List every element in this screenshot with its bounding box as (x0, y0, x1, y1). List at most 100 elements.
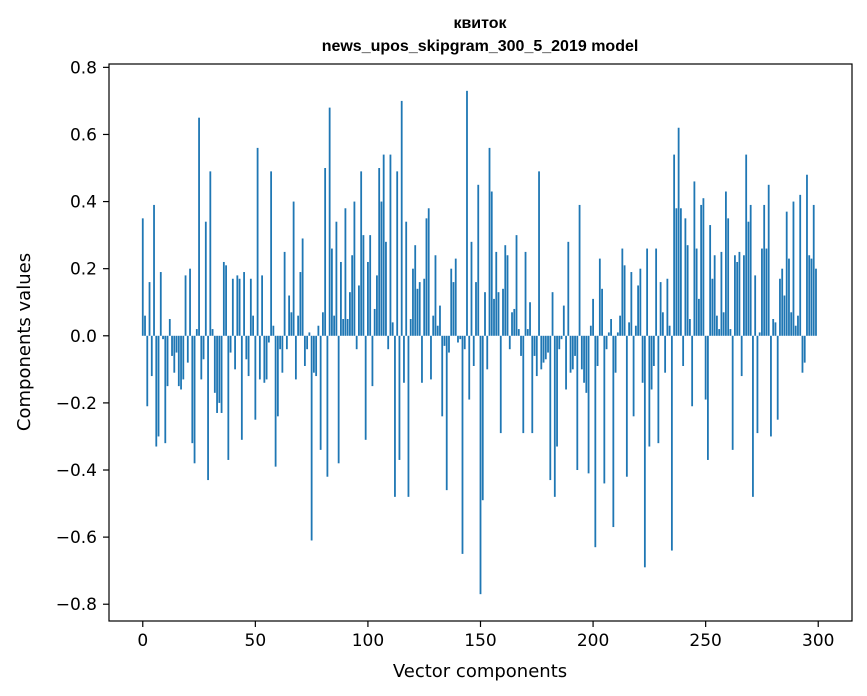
bar (166, 335, 169, 387)
bar (321, 312, 324, 336)
bar (488, 147, 491, 336)
bar (632, 335, 635, 417)
bar (542, 335, 545, 363)
bar (159, 272, 162, 336)
bar (630, 272, 633, 336)
bar (547, 335, 549, 353)
bar (711, 278, 714, 336)
bar (398, 335, 401, 460)
y-tick-label: 0.2 (70, 260, 97, 280)
bar (493, 298, 495, 336)
bar (628, 322, 630, 336)
bar (418, 282, 421, 336)
bar (713, 255, 716, 336)
bar (574, 335, 576, 356)
bar (616, 332, 619, 336)
bar (414, 245, 417, 336)
bar (207, 335, 209, 481)
bar (213, 335, 216, 393)
bar (475, 282, 477, 336)
y-tick-label: −0.8 (56, 595, 97, 615)
bar (405, 221, 408, 336)
x-tick-label: 0 (137, 631, 148, 651)
bar (308, 332, 311, 336)
bar (806, 174, 808, 336)
bar (335, 221, 338, 336)
bar (387, 335, 390, 350)
bar (263, 335, 266, 383)
bar (443, 335, 446, 346)
bar (513, 308, 516, 336)
bar (236, 275, 239, 336)
bar (312, 335, 315, 373)
bar (290, 312, 293, 336)
bar (589, 325, 592, 336)
bar (540, 335, 543, 370)
bar (272, 325, 275, 336)
bar (520, 335, 522, 356)
bar (186, 335, 189, 363)
bar (758, 332, 761, 336)
x-tick-label: 100 (352, 631, 384, 651)
bar (182, 335, 185, 380)
bar (454, 258, 457, 336)
bar (605, 335, 608, 350)
bar (533, 335, 536, 356)
bar (222, 261, 225, 336)
bar (592, 298, 594, 336)
bar (144, 315, 146, 336)
bar (578, 204, 581, 336)
bar (362, 235, 365, 336)
bar (292, 201, 295, 336)
bar (306, 335, 309, 350)
bar (364, 335, 367, 440)
y-tick-label: 0.0 (70, 327, 97, 347)
bar (168, 319, 171, 336)
bar (643, 335, 646, 568)
bar (738, 251, 741, 336)
bar (670, 335, 673, 551)
bar (562, 305, 565, 336)
y-tick-label: 0.8 (70, 58, 97, 78)
bar (276, 335, 279, 417)
bar (601, 288, 603, 336)
bar (704, 335, 707, 400)
bar (319, 335, 322, 450)
bar (580, 335, 583, 370)
bar (761, 248, 763, 336)
bar (175, 335, 178, 353)
bar (659, 282, 662, 336)
bar (743, 255, 745, 336)
bar (279, 335, 282, 350)
y-tick-label: 0.4 (70, 193, 97, 213)
bar (457, 335, 459, 343)
bar (155, 335, 158, 447)
chart-title-line1: квиток (453, 15, 507, 32)
bar (623, 265, 626, 336)
bar (763, 204, 766, 336)
bar (177, 335, 180, 387)
bar (619, 315, 621, 336)
bar (472, 335, 475, 366)
bar (267, 335, 270, 343)
x-tick-label: 50 (245, 631, 267, 651)
bar (274, 335, 277, 467)
bar (198, 117, 200, 336)
bar (497, 292, 500, 336)
bar (382, 154, 385, 336)
bar (531, 335, 534, 434)
bar (256, 147, 259, 336)
bar (693, 181, 696, 336)
bar (788, 258, 790, 336)
bar (285, 335, 288, 350)
bar (191, 335, 194, 444)
bar (394, 335, 396, 497)
bar (141, 218, 144, 336)
bar (403, 335, 405, 383)
bar (333, 315, 336, 336)
y-tick-label: 0.6 (70, 125, 97, 145)
bar (614, 335, 617, 373)
bar (189, 268, 191, 336)
bar (450, 268, 453, 336)
bar (792, 201, 795, 336)
